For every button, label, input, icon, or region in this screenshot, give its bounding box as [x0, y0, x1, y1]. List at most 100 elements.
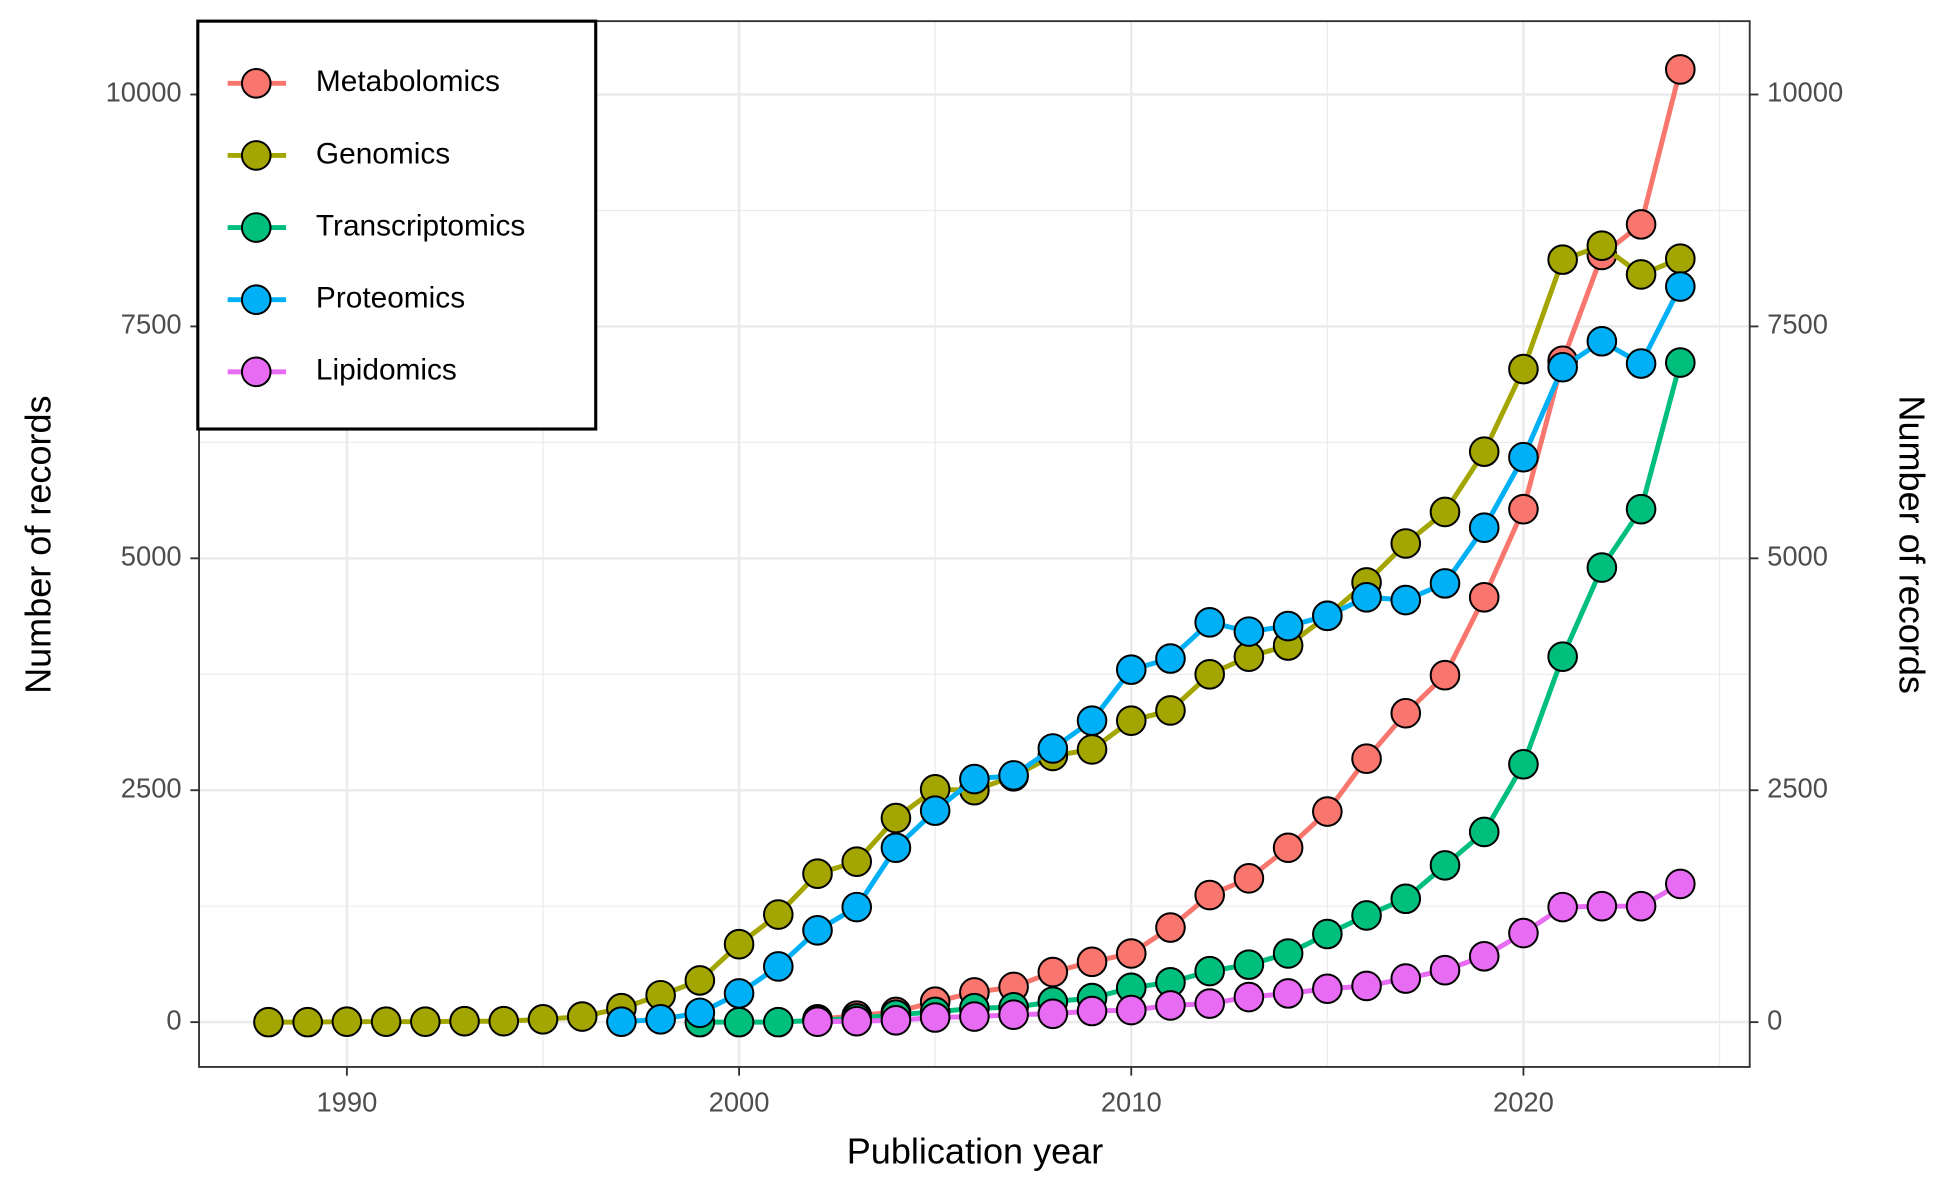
point: [527, 1004, 559, 1035]
point: [606, 1006, 637, 1037]
y2-tick-label: 0: [1767, 1004, 1782, 1035]
point: [1272, 978, 1304, 1009]
point: [1076, 705, 1108, 736]
point: [1429, 659, 1461, 691]
point: [1390, 584, 1422, 616]
point: [1625, 493, 1657, 525]
point: [645, 1004, 676, 1035]
series: [802, 868, 1696, 1037]
point: [1429, 568, 1461, 599]
point: [370, 1006, 402, 1037]
legend-marker: [240, 140, 272, 171]
x-tick-label: 2020: [1493, 1086, 1554, 1117]
point: [723, 928, 755, 960]
x-tick-label: 2000: [709, 1086, 770, 1117]
point: [684, 965, 716, 996]
point: [802, 1006, 833, 1037]
point: [1272, 832, 1304, 864]
point: [331, 1006, 363, 1037]
point: [1508, 748, 1539, 780]
point: [253, 1006, 284, 1038]
y-tick-label: 2500: [121, 772, 182, 803]
point: [1312, 796, 1343, 827]
y2-axis-label: Number of records: [1891, 395, 1932, 693]
point: [1665, 347, 1696, 378]
y-tick-label: 5000: [121, 541, 182, 572]
point: [1390, 697, 1422, 729]
y-tick-label: 7500: [121, 309, 182, 340]
point: [410, 1006, 441, 1037]
point: [723, 978, 755, 1009]
point: [1233, 863, 1265, 894]
point: [1312, 600, 1343, 632]
point: [1429, 954, 1461, 986]
point: [1665, 868, 1696, 900]
point: [1115, 994, 1147, 1026]
point: [1547, 641, 1578, 672]
point: [1233, 949, 1265, 980]
point: [1194, 607, 1225, 638]
point: [959, 763, 990, 795]
point: [1115, 654, 1147, 685]
legend-label: Proteomics: [316, 282, 465, 315]
point: [1665, 243, 1696, 274]
point: [1468, 436, 1500, 467]
point: [1076, 734, 1108, 765]
point: [1665, 54, 1696, 85]
point: [1468, 940, 1500, 972]
plot-border: [198, 20, 1751, 1068]
point: [1351, 581, 1382, 613]
x-tick-label: 1990: [316, 1086, 377, 1117]
point: [1115, 705, 1147, 736]
point: [762, 1006, 794, 1038]
legend-marker: [240, 68, 272, 99]
point: [1390, 963, 1422, 994]
point: [1194, 879, 1225, 911]
point: [1272, 610, 1304, 642]
point: [1508, 917, 1539, 949]
y2-tick-label: 7500: [1767, 309, 1828, 340]
point: [1115, 938, 1147, 969]
legend-label: Lipidomics: [316, 354, 457, 387]
point: [802, 915, 833, 946]
legend-marker: [240, 284, 272, 315]
point: [1233, 616, 1265, 647]
point: [919, 795, 951, 826]
point: [1586, 325, 1618, 357]
point: [449, 1005, 480, 1037]
point: [1312, 973, 1343, 1005]
point: [1155, 912, 1186, 943]
point: [1390, 528, 1422, 559]
x-tick-label: 2010: [1101, 1086, 1162, 1117]
point: [1547, 244, 1578, 275]
point: [1429, 850, 1461, 881]
point: [998, 999, 1029, 1031]
point: [1351, 970, 1382, 1002]
point: [1390, 883, 1422, 915]
point: [1468, 581, 1500, 613]
point: [1508, 441, 1539, 473]
point: [1508, 353, 1539, 385]
point: [998, 760, 1029, 791]
point: [1586, 230, 1618, 262]
point: [1194, 988, 1225, 1019]
point: [1625, 209, 1657, 240]
legend-label: Metabolomics: [316, 65, 500, 98]
point: [1625, 348, 1657, 379]
point: [762, 951, 794, 982]
legend-label: Genomics: [316, 137, 450, 170]
point: [1155, 990, 1186, 1021]
point: [1586, 890, 1618, 922]
point: [292, 1006, 323, 1038]
legend: Metabolomics Genomics Transcriptomics Prote…: [196, 19, 598, 431]
point: [1037, 956, 1069, 988]
point: [1468, 816, 1500, 848]
point: [1351, 743, 1382, 774]
point: [1272, 938, 1304, 969]
y-tick-label: 10000: [106, 77, 182, 108]
point: [880, 1004, 912, 1036]
point: [1194, 658, 1225, 690]
point: [1625, 890, 1657, 922]
point: [1468, 512, 1500, 544]
